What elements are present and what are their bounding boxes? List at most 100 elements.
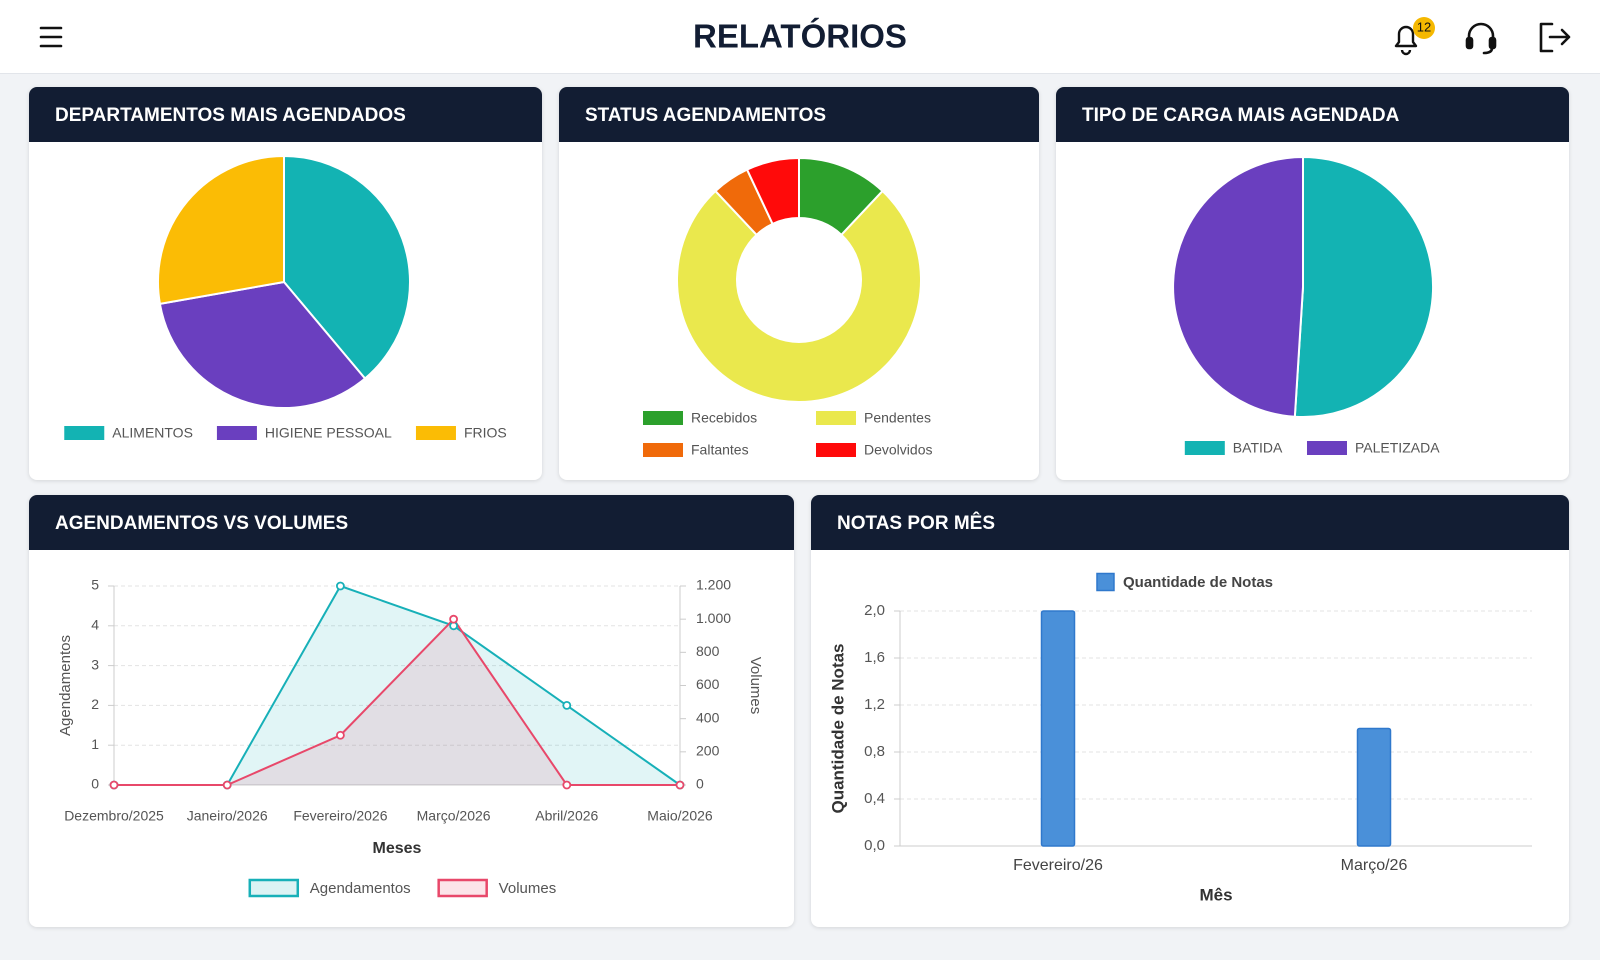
legend-item: Recebidos xyxy=(643,410,757,426)
card-title: STATUS AGENDAMENTOS xyxy=(559,87,1039,142)
pie-slice xyxy=(283,154,411,380)
y-tick-label: 2 xyxy=(91,696,99,712)
legend-label: Volumes xyxy=(499,880,557,897)
point xyxy=(222,780,232,790)
card-title: TIPO DE CARGA MAIS AGENDADA xyxy=(1056,87,1569,142)
legend-swatch xyxy=(1184,441,1225,455)
y2-tick-label: 400 xyxy=(696,709,720,725)
legend-item: Agendamentos xyxy=(248,878,411,898)
pie-slice xyxy=(676,189,922,404)
legend-item: HIGIENE PESSOAL xyxy=(216,425,392,441)
y-tick-label: 0,0 xyxy=(864,837,885,854)
y-tick-label: 1,2 xyxy=(864,696,885,713)
y2-tick-label: 800 xyxy=(696,643,720,659)
legend-swatch xyxy=(643,443,683,457)
card: NOTAS POR MÊS 0,0 0,4 0,8 1,2 1,6 2,0 Fevereir… xyxy=(811,495,1569,927)
legend-swatch xyxy=(1096,572,1115,592)
y2-tick-label: 600 xyxy=(696,676,720,692)
y2-tick-label: 1.200 xyxy=(696,577,731,593)
card: DEPARTAMENTOS MAIS AGENDADOS ALIMENTOS HI… xyxy=(29,87,542,480)
card-title: AGENDAMENTOS VS VOLUMES xyxy=(29,495,794,550)
x-tick-label: Fevereiro/26 xyxy=(1013,857,1103,874)
legend-label: Recebidos xyxy=(691,410,757,426)
pie-slice xyxy=(157,154,285,306)
top-bar: RELATÓRIOS 12 xyxy=(0,0,1600,74)
point xyxy=(562,780,572,790)
x-tick-label: Fevereiro/2026 xyxy=(293,808,387,824)
y-axis-title: Agendamentos xyxy=(57,635,74,736)
y2-axis-title: Volumes xyxy=(747,657,764,715)
chart: 0,0 0,4 0,8 1,2 1,6 2,0 Fevereiro/26 Março/26 Mê… xyxy=(828,572,1532,904)
legend-swatch xyxy=(816,443,856,457)
legend-label: ALIMENTOS xyxy=(112,425,193,441)
y2-tick-label: 0 xyxy=(696,776,704,792)
bar xyxy=(1040,610,1076,847)
bar xyxy=(1356,727,1392,847)
pie-slice xyxy=(1293,155,1434,418)
legend-swatch xyxy=(437,878,488,898)
legend-label: FRIOS xyxy=(464,425,507,441)
legend-item: BATIDA xyxy=(1184,440,1283,456)
y-tick-label: 3 xyxy=(91,656,99,672)
legend-swatch xyxy=(1306,441,1347,455)
card-title: NOTAS POR MÊS xyxy=(811,495,1569,550)
y2-tick-label: 1.000 xyxy=(696,610,731,626)
pie-slice xyxy=(1172,155,1304,418)
x-tick-label: Março/26 xyxy=(1341,857,1408,874)
line xyxy=(114,617,680,786)
legend-item: FRIOS xyxy=(415,425,507,441)
point xyxy=(449,614,459,624)
x-tick-label: Março/2026 xyxy=(417,808,491,824)
point xyxy=(562,700,572,710)
menu-button[interactable] xyxy=(39,26,63,48)
y-tick-label: 1 xyxy=(91,736,99,752)
legend-item: Volumes xyxy=(437,878,557,898)
legend-label: Devolvidos xyxy=(864,442,932,458)
x-axis-title: Meses xyxy=(373,840,422,857)
point xyxy=(109,780,119,790)
legend-swatch xyxy=(216,426,257,440)
point xyxy=(675,780,685,790)
legend-label: BATIDA xyxy=(1233,440,1283,456)
legend-label: Pendentes xyxy=(864,410,931,426)
legend-swatch xyxy=(64,426,105,440)
point xyxy=(335,730,345,740)
legend-item: Faltantes xyxy=(643,442,749,458)
page-title: RELATÓRIOS xyxy=(693,18,907,55)
legend-item: Devolvidos xyxy=(816,442,932,458)
legend-swatch xyxy=(415,426,456,440)
y-tick-label: 1,6 xyxy=(864,649,885,666)
x-axis-title: Mês xyxy=(1199,885,1232,904)
legend-label: Agendamentos xyxy=(310,880,411,897)
chart: Recebidos Pendentes Faltantes Devolvidos xyxy=(643,156,932,458)
legend-swatch xyxy=(643,411,683,425)
chart: 0 1 2 3 4 5 0 200 400 600 800 1.000 1.200 Dezembro/20… xyxy=(57,577,764,898)
area xyxy=(114,619,680,785)
logout-button[interactable] xyxy=(1539,22,1571,53)
y-tick-label: 5 xyxy=(91,577,99,593)
notifications-button[interactable] xyxy=(1394,25,1418,56)
y-tick-label: 4 xyxy=(91,617,99,633)
legend-item: ALIMENTOS xyxy=(64,425,193,441)
legend-label: PALETIZADA xyxy=(1355,440,1440,456)
y-tick-label: 0,8 xyxy=(864,743,885,760)
x-tick-label: Maio/2026 xyxy=(647,808,713,824)
y2-tick-label: 200 xyxy=(696,743,720,759)
legend-swatch xyxy=(816,411,856,425)
legend-swatch xyxy=(248,878,300,898)
support-button[interactable] xyxy=(1465,22,1497,55)
pie-slice xyxy=(158,280,367,409)
card-title: DEPARTAMENTOS MAIS AGENDADOS xyxy=(29,87,542,142)
legend-label: Faltantes xyxy=(691,442,749,458)
chart: BATIDA PALETIZADA xyxy=(1172,155,1440,456)
card: TIPO DE CARGA MAIS AGENDADA BATIDA PALETI… xyxy=(1056,87,1569,480)
x-tick-label: Dezembro/2025 xyxy=(64,808,164,824)
pie-slice xyxy=(745,156,800,226)
card: AGENDAMENTOS VS VOLUMES 0 1 2 3 4 5 0 200 400 600… xyxy=(29,495,794,927)
x-tick-label: Abril/2026 xyxy=(535,808,598,824)
y-axis-title: Quantidade de Notas xyxy=(828,643,847,813)
y-tick-label: 0,4 xyxy=(864,790,885,807)
legend-item: Pendentes xyxy=(816,410,931,426)
legend-item: PALETIZADA xyxy=(1306,440,1440,456)
